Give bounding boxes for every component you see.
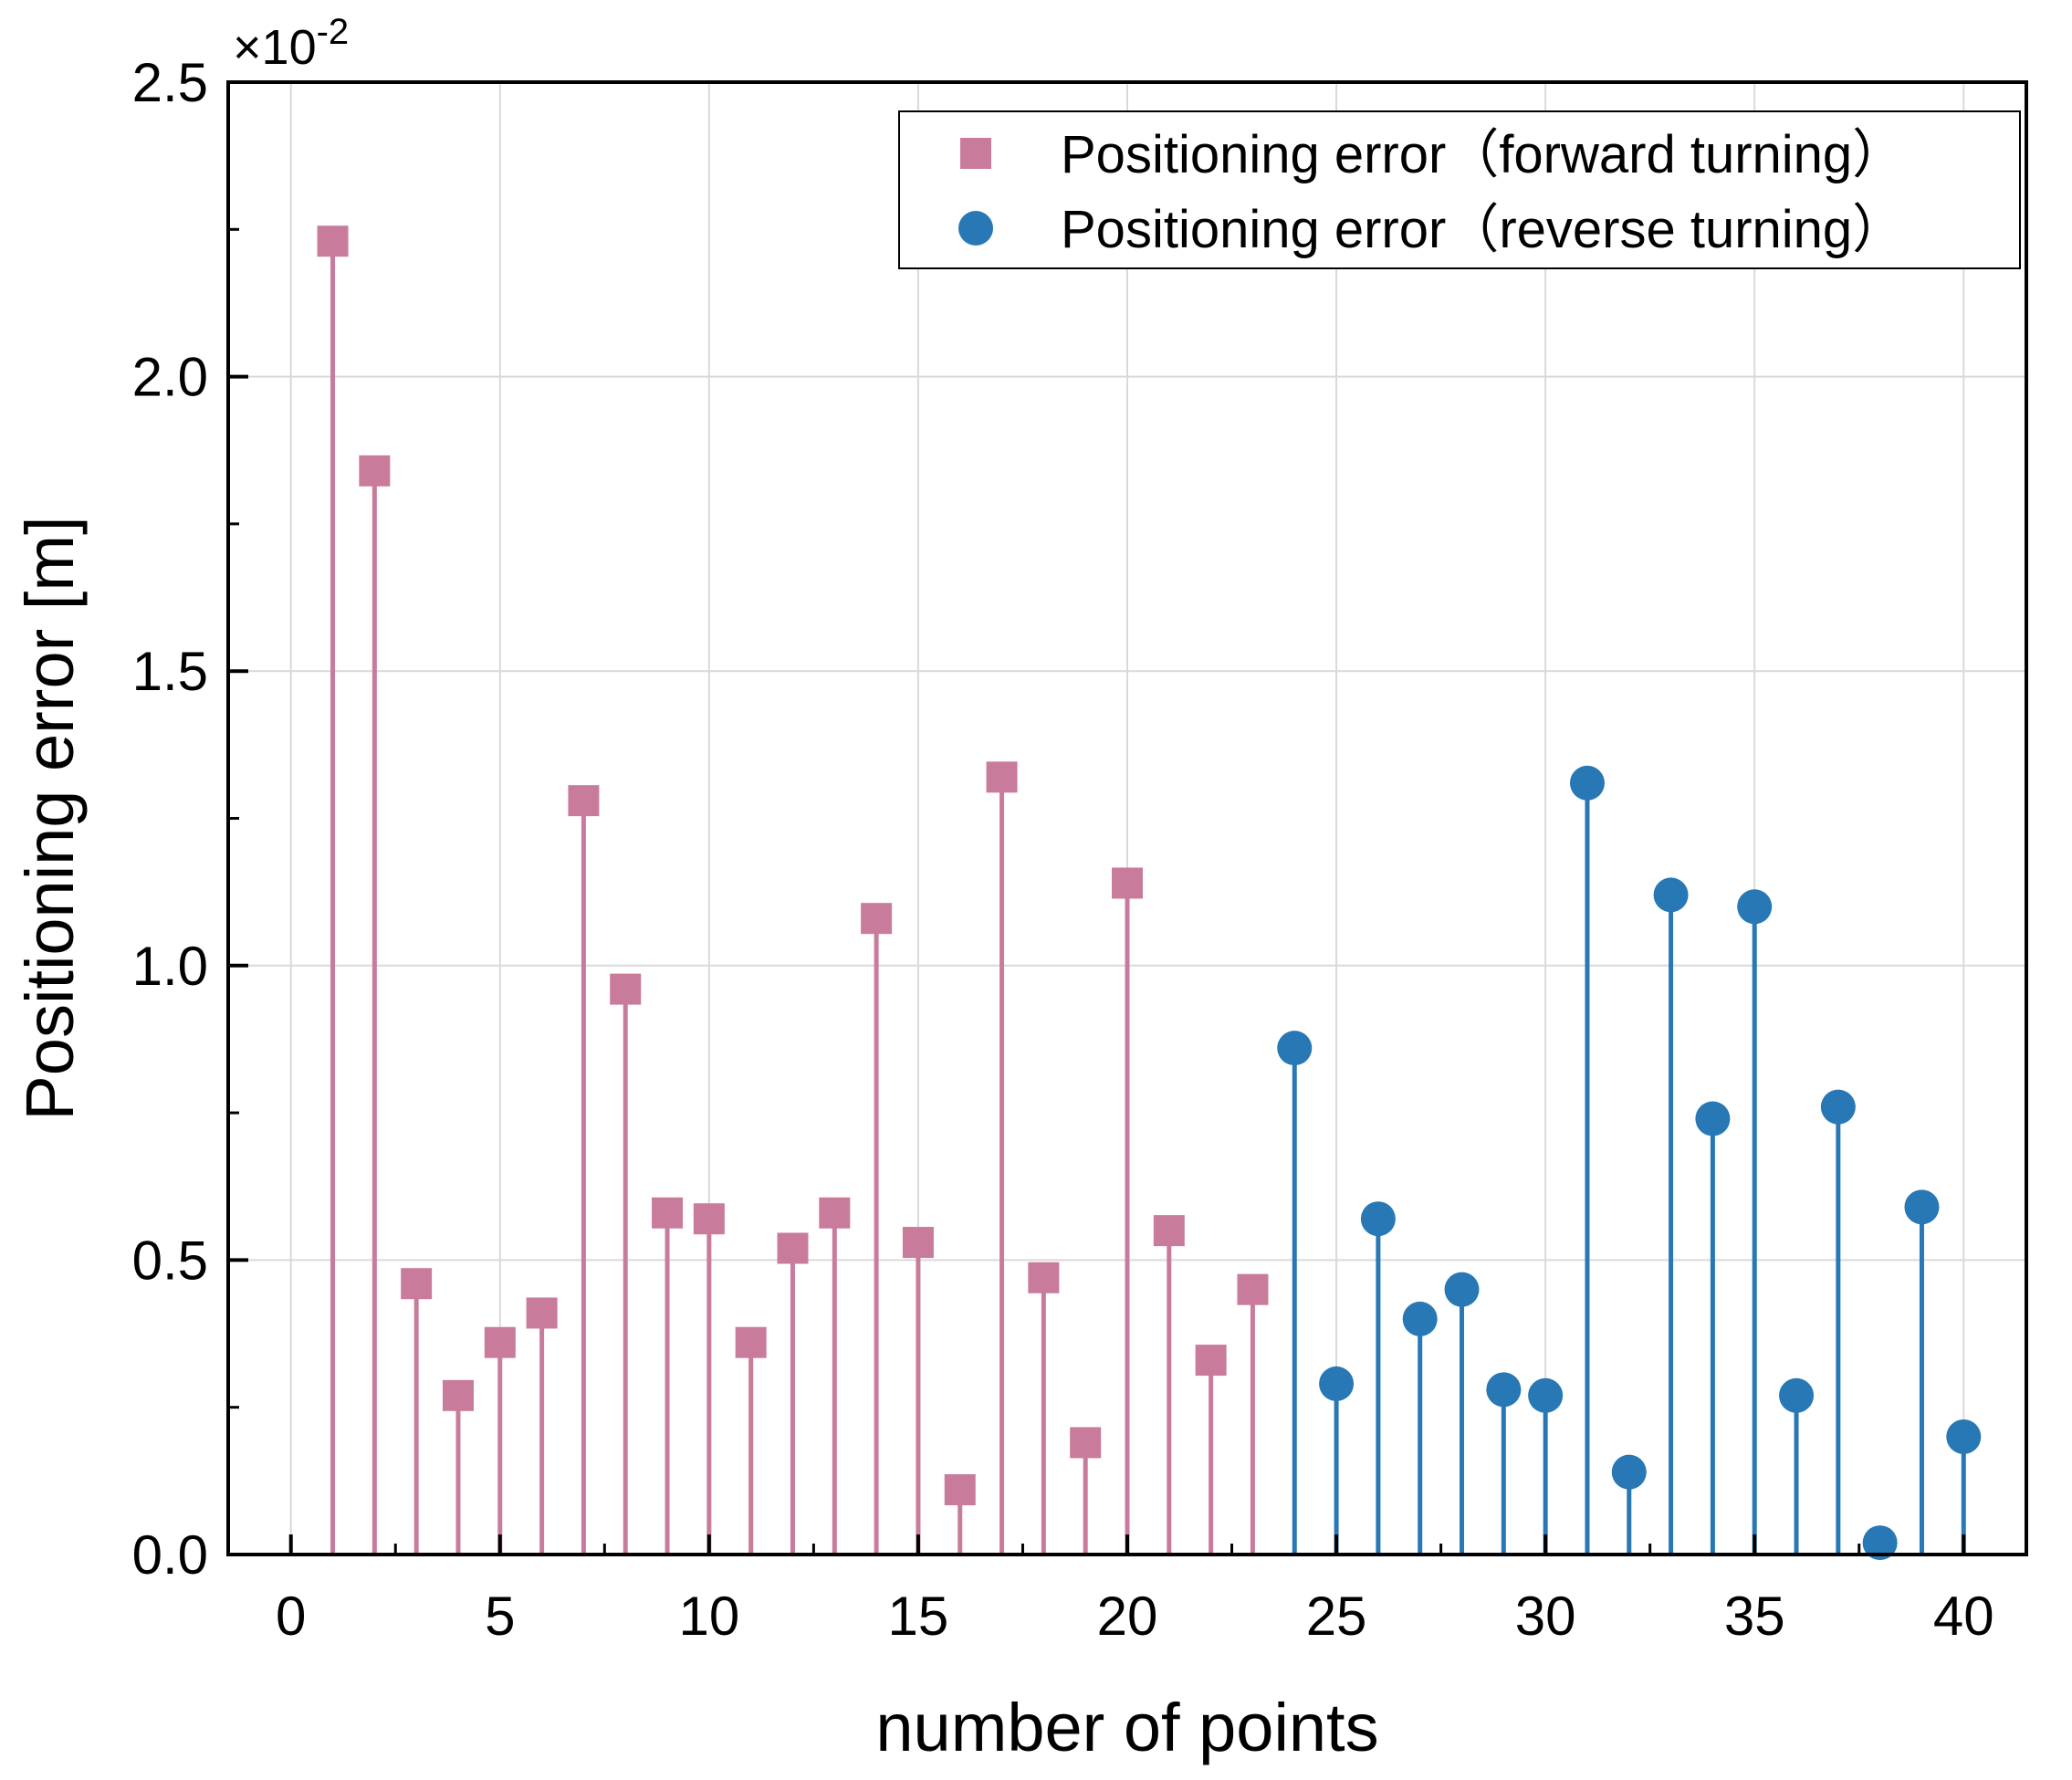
data-point-square — [652, 1197, 684, 1229]
data-point-square — [1195, 1345, 1227, 1377]
data-point-circle — [1779, 1377, 1815, 1413]
y-multiplier-base: ×10 — [233, 20, 317, 75]
data-point-circle — [1528, 1377, 1564, 1413]
data-point-square — [359, 455, 391, 487]
y-tick-label: 0.5 — [132, 1230, 208, 1291]
legend-label: Positioning error（reverse turning） — [1061, 200, 1905, 259]
data-point-circle — [1569, 765, 1605, 801]
legend-marker-square — [960, 138, 991, 169]
data-point-square — [401, 1268, 433, 1300]
grid-lines — [228, 81, 2026, 1555]
y-tick-label: 1.5 — [132, 641, 208, 702]
y-tick-label: 1.0 — [132, 936, 208, 997]
y-axis-title: Positioning error [m] — [12, 516, 88, 1120]
data-point-square — [568, 785, 600, 817]
data-point-square — [693, 1203, 725, 1235]
y-tick-label: 2.5 — [132, 52, 208, 113]
data-point-square — [902, 1227, 934, 1259]
data-point-square — [484, 1326, 516, 1358]
y-multiplier-exponent: -2 — [317, 12, 350, 52]
data-point-circle — [1444, 1272, 1480, 1307]
legend-label: Positioning error（forward turning） — [1061, 125, 1905, 184]
stems — [330, 241, 1966, 1555]
axis-ticks — [228, 80, 1966, 1556]
legend-box — [898, 110, 2021, 269]
x-tick-label: 5 — [485, 1586, 515, 1647]
data-point-circle — [1402, 1301, 1438, 1336]
data-point-square — [1028, 1262, 1060, 1293]
data-point-square — [1070, 1427, 1102, 1459]
data-point-circle — [1360, 1201, 1396, 1237]
data-point-square — [1153, 1215, 1185, 1247]
y-tick-label: 2.0 — [132, 347, 208, 408]
data-point-square — [944, 1474, 976, 1506]
x-tick-label: 0 — [276, 1586, 306, 1647]
data-point-circle — [1904, 1189, 1940, 1225]
x-tick-label: 15 — [888, 1586, 949, 1647]
data-point-square — [526, 1297, 558, 1329]
data-point-circle — [1946, 1419, 1982, 1454]
legend-marker-circle — [958, 211, 993, 246]
x-tick-label: 30 — [1515, 1586, 1576, 1647]
x-tick-label: 10 — [678, 1586, 739, 1647]
data-point-square — [735, 1326, 767, 1358]
data-point-circle — [1737, 889, 1773, 925]
data-point-square — [986, 761, 1018, 793]
data-point-square — [317, 225, 349, 257]
x-tick-label: 35 — [1724, 1586, 1785, 1647]
y-multiplier-label: ×10-2 — [233, 12, 349, 75]
data-point-square — [861, 903, 893, 935]
y-tick-label: 0.0 — [132, 1524, 208, 1586]
x-tick-label: 25 — [1306, 1586, 1367, 1647]
data-point-square — [777, 1232, 809, 1264]
data-point-circle — [1653, 877, 1689, 913]
data-point-square — [1237, 1273, 1269, 1305]
x-axis-title: number of points — [875, 1690, 1378, 1765]
markers — [317, 225, 1982, 1561]
tick-labels: 0 5 10 15 20 25 30 35 40 0.0 0.5 1.0 1.5 2.0 2.5 — [132, 52, 1994, 1647]
data-point-circle — [1820, 1089, 1856, 1125]
legend: Positioning error（forward turning） Positi… — [898, 110, 2021, 269]
data-point-circle — [1862, 1525, 1898, 1561]
data-point-square — [610, 973, 642, 1005]
x-tick-label: 20 — [1097, 1586, 1158, 1647]
data-point-square — [819, 1197, 851, 1229]
data-point-circle — [1486, 1372, 1522, 1408]
data-point-circle — [1277, 1031, 1313, 1066]
data-point-square — [1112, 867, 1143, 899]
data-point-circle — [1319, 1366, 1355, 1401]
data-point-square — [442, 1379, 474, 1411]
data-point-circle — [1611, 1454, 1647, 1490]
data-point-circle — [1695, 1101, 1731, 1136]
x-tick-label: 40 — [1933, 1586, 1994, 1647]
